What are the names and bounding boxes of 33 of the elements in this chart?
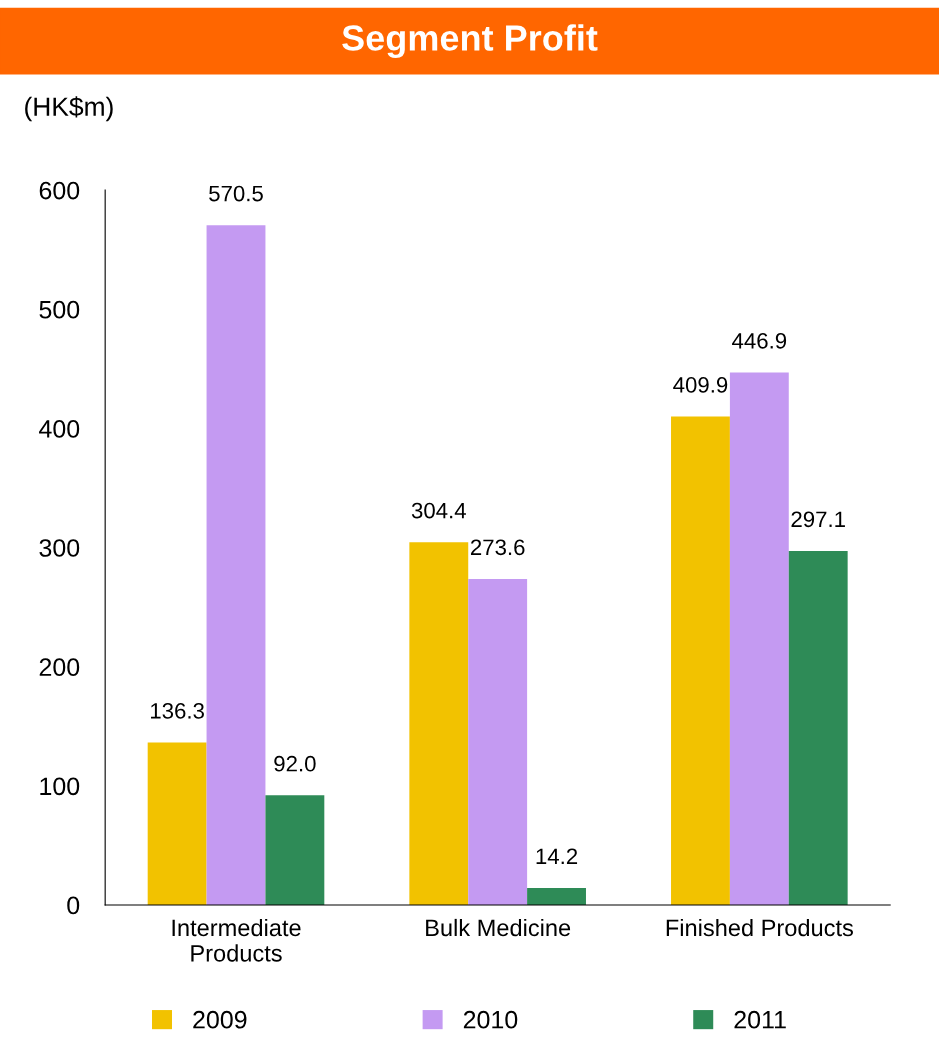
bar bbox=[788, 550, 848, 905]
x-tick-label: Bulk Medicine bbox=[426, 918, 571, 937]
bar bbox=[468, 578, 528, 905]
legend-label: 2010 bbox=[463, 1010, 518, 1029]
data-label: 409.9 bbox=[673, 377, 728, 393]
y-tick-label: 300 bbox=[39, 539, 80, 557]
bar bbox=[265, 795, 325, 905]
y-tick-label: 400 bbox=[39, 419, 80, 438]
y-axis-title: (HK$m) bbox=[25, 96, 113, 122]
x-tick-label: Intermediate Products bbox=[172, 918, 301, 962]
data-label: 14.2 bbox=[536, 848, 578, 865]
x-tick-label: Finished Products bbox=[666, 918, 853, 937]
data-label: 92.0 bbox=[274, 755, 316, 772]
bar bbox=[206, 225, 266, 905]
bar bbox=[409, 542, 469, 905]
y-tick-label: 0 bbox=[67, 896, 80, 915]
bar bbox=[671, 416, 730, 905]
legend-label: 2009 bbox=[193, 1010, 247, 1029]
y-tick-label: 200 bbox=[39, 658, 80, 676]
data-label: 297.1 bbox=[791, 511, 845, 528]
bar bbox=[729, 372, 789, 905]
chart-title: Segment Profit bbox=[342, 24, 598, 59]
data-label: 446.9 bbox=[732, 332, 787, 349]
bar bbox=[147, 742, 207, 905]
bar bbox=[527, 888, 586, 905]
data-label: 570.5 bbox=[209, 185, 263, 202]
y-tick-label: 500 bbox=[39, 300, 80, 319]
data-label: 273.6 bbox=[470, 539, 525, 556]
data-label: 304.4 bbox=[411, 502, 466, 519]
data-label: 136.3 bbox=[151, 703, 204, 719]
y-tick-label: 100 bbox=[40, 777, 80, 796]
legend-label: 2011 bbox=[734, 1010, 786, 1029]
y-tick-label: 600 bbox=[39, 181, 80, 200]
